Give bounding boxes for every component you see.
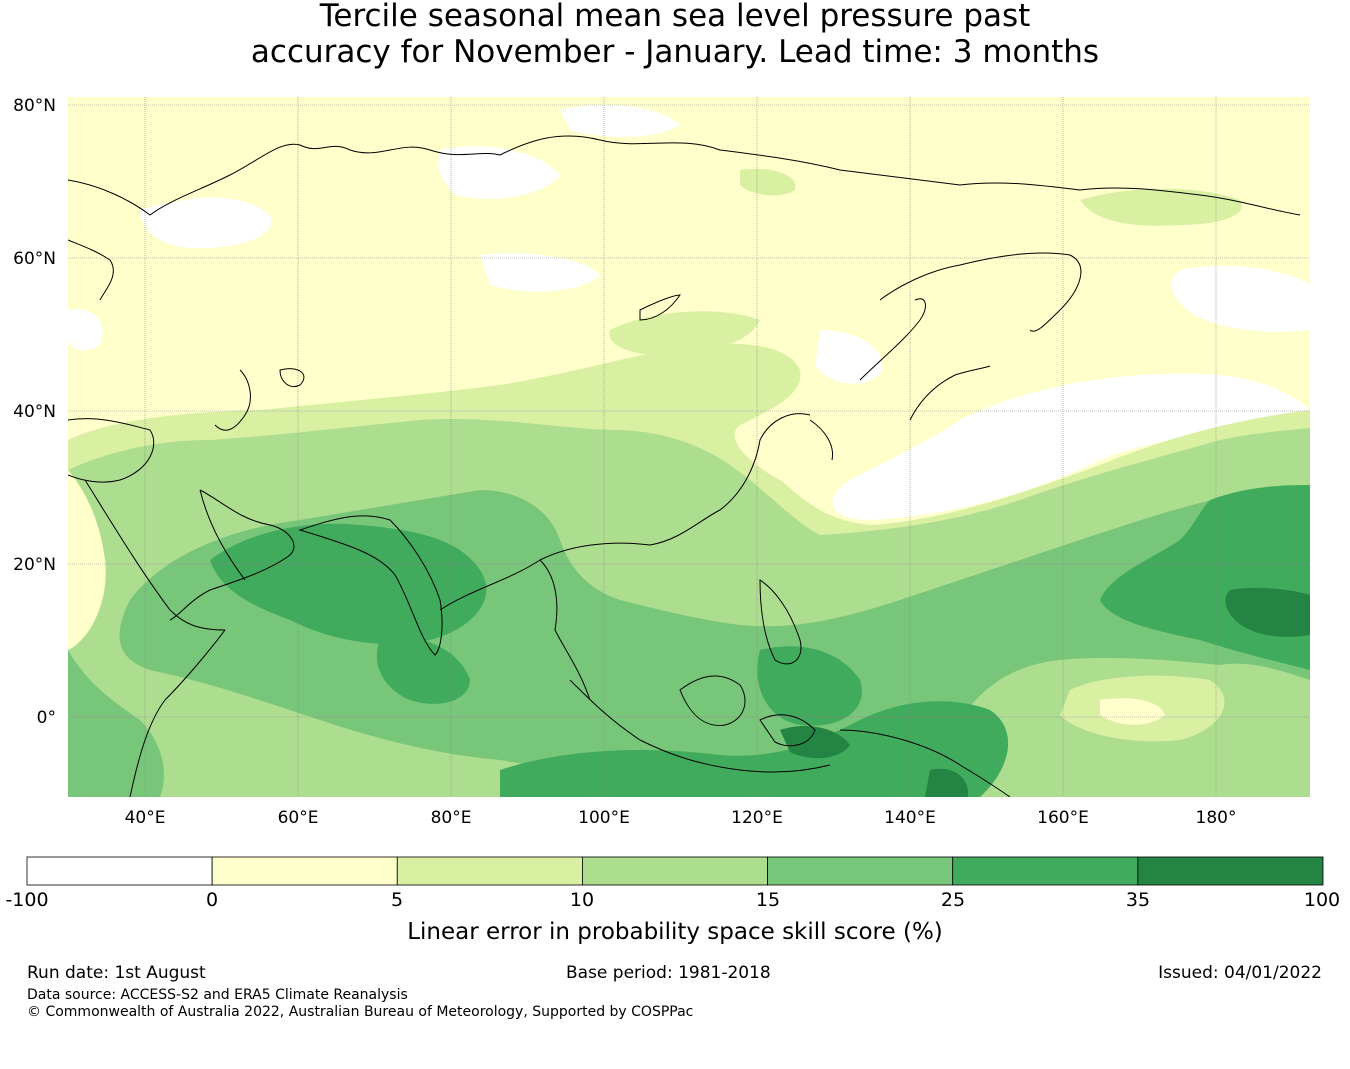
colorbar-tick-10: 10 — [570, 889, 594, 911]
colorbar-segment-5 — [952, 856, 1139, 886]
lon-label-40e: 40°E — [125, 808, 166, 828]
lon-label-180: 180° — [1196, 808, 1237, 828]
lat-label-40n: 40°N — [13, 402, 56, 422]
band-negative-west — [68, 309, 103, 351]
band-0-5-central-pacific — [1100, 698, 1165, 725]
band-negative-kazakh — [480, 253, 600, 292]
colorbar-tick-35: 35 — [1126, 889, 1150, 911]
colorbar-segment-4 — [767, 856, 954, 886]
band-35-100-banda — [780, 725, 850, 759]
lon-label-100e: 100°E — [578, 808, 630, 828]
band-negative-siberia-west — [438, 146, 560, 199]
band-5-10-east-siberia — [1080, 188, 1242, 226]
lat-label-80n: 80°N — [13, 96, 56, 116]
lat-label-60n: 60°N — [13, 249, 56, 269]
colorbar-segment-0 — [26, 856, 213, 886]
band-35-100-png — [925, 768, 969, 797]
run-date: Run date: 1st August — [27, 963, 206, 983]
band-15-25-east-africa — [68, 650, 164, 797]
band-25-35-philippines — [757, 646, 862, 726]
band-5-10-central-asia — [609, 311, 760, 355]
skill-field — [68, 97, 1310, 797]
colorbar-segment-3 — [582, 856, 768, 886]
title-line-2: accuracy for November - January. Lead ti… — [250, 34, 1100, 70]
lon-label-80e: 80°E — [431, 808, 472, 828]
colorbar-segment-1 — [211, 856, 398, 886]
copyright: © Commonwealth of Australia 2022, Austra… — [27, 1004, 694, 1020]
band-negative-arctic — [560, 105, 680, 137]
lon-label-60e: 60°E — [278, 808, 319, 828]
lon-label-160e: 160°E — [1037, 808, 1089, 828]
lat-label-0: 0° — [37, 708, 56, 728]
colorbar — [26, 856, 1324, 886]
data-source: Data source: ACCESS-S2 and ERA5 Climate … — [27, 987, 408, 1003]
lon-labels: 40°E 60°E 80°E 100°E 120°E 140°E 160°E 1… — [125, 808, 1237, 828]
issued-date: Issued: 04/01/2022 — [1158, 963, 1322, 983]
band-5-10-siberia — [740, 168, 796, 196]
band-35-100-pacific — [1225, 587, 1310, 637]
colorbar-tick-100: 100 — [1304, 889, 1340, 911]
band-25-35-maritime — [500, 701, 1009, 797]
lon-label-120e: 120°E — [731, 808, 783, 828]
colorbar-tick-0: 0 — [206, 889, 218, 911]
colorbar-tick-25: 25 — [941, 889, 965, 911]
lat-label-20n: 20°N — [13, 555, 56, 575]
colorbar-ticks: -100 0 5 10 15 25 35 100 — [5, 889, 1340, 911]
band-negative-mongolia — [815, 330, 882, 384]
colorbar-segment-2 — [396, 856, 583, 886]
colorbar-tick-15: 15 — [756, 889, 780, 911]
band-0-5-africa — [68, 470, 106, 650]
coastlines — [68, 135, 1301, 797]
band-negative-pacific — [832, 373, 1310, 520]
lat-labels: 80°N 60°N 40°N 20°N 0° — [13, 96, 56, 728]
band-25-35-india-south — [376, 637, 470, 704]
base-period: Base period: 1981-2018 — [566, 963, 771, 983]
band-negative-europe — [140, 197, 272, 249]
title-line-1: Tercile seasonal mean sea level pressure… — [319, 0, 1031, 34]
colorbar-tick-5: 5 — [391, 889, 403, 911]
colorbar-segment-6 — [1137, 856, 1324, 886]
colorbar-tick-neg100: -100 — [5, 889, 48, 911]
band-negative-bering — [1171, 265, 1310, 332]
lon-label-140e: 140°E — [884, 808, 936, 828]
colorbar-label: Linear error in probability space skill … — [407, 919, 943, 945]
